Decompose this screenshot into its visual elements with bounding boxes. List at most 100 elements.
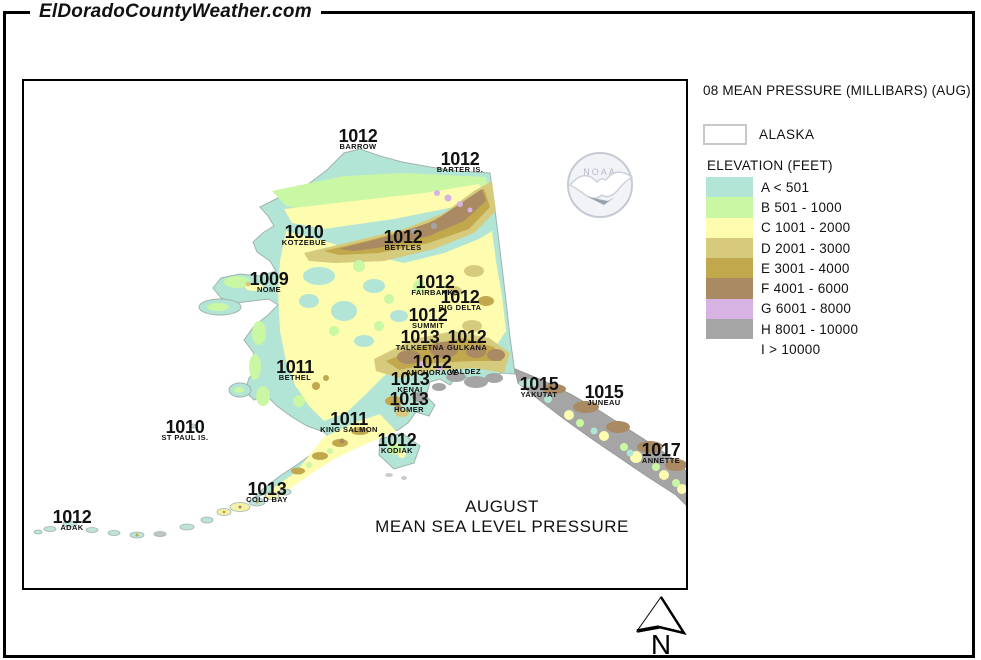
elevation-swatch <box>706 177 753 198</box>
station-name: TALKEETNA <box>395 343 445 352</box>
station-gulkana: 1012 GULKANA <box>447 328 487 352</box>
station-kodiak: 1012 KODIAK <box>377 430 417 455</box>
elevation-label: F 4001 - 6000 <box>761 281 849 297</box>
station-st-paul-is-: 1010 ST PAUL IS. <box>161 417 209 442</box>
station-barter-is-: 1012 BARTER IS. <box>436 149 484 174</box>
pressure-value: 1012 <box>338 126 378 146</box>
station-cold-bay: 1013 COLD BAY <box>246 479 288 504</box>
noaa-bird-icon <box>568 171 634 199</box>
north-arrow-base-edge <box>636 625 660 633</box>
station-name: BETTLES <box>384 243 422 252</box>
pressure-value: 1013 <box>247 479 287 499</box>
station-name: SUMMIT <box>412 321 444 330</box>
brooks-range <box>304 181 496 263</box>
west-coast-lowlands <box>224 276 330 407</box>
pressure-value: 1012 <box>377 430 417 450</box>
legend-title: 08 MEAN PRESSURE (MILLIBARS) (AUG) <box>703 83 971 98</box>
map-caption-month: AUGUST <box>465 497 539 516</box>
station-name: ST PAUL IS. <box>161 433 209 442</box>
north-arrow-bold-edge <box>658 596 687 635</box>
station-name: BIG DELTA <box>438 303 482 312</box>
noaa-bird-tail <box>588 197 615 205</box>
station-kotzebue: 1010 KOTZEBUE <box>282 222 326 247</box>
elevation-swatch <box>706 197 753 218</box>
elevation-swatch <box>706 278 753 299</box>
interior-valleys <box>299 260 494 347</box>
elevation-class-row: C 1001 - 2000 <box>706 217 975 238</box>
kodiak-island <box>378 432 421 480</box>
southeast-panhandle <box>514 368 686 506</box>
north-arrow: N <box>635 596 687 658</box>
alaska-area-swatch <box>703 124 747 145</box>
legend: 08 MEAN PRESSURE (MILLIBARS) (AUG) ALASK… <box>703 83 975 360</box>
pressure-value: 1011 <box>330 409 368 429</box>
legend-area-row: ALASKA <box>703 124 975 145</box>
station-bettles: 1012 BETTLES <box>383 227 423 252</box>
station-adak: 1012 ADAK <box>52 507 92 532</box>
station-name: COLD BAY <box>246 495 288 504</box>
station-talkeetna: 1013 TALKEETNA <box>395 327 445 352</box>
station-juneau: 1015 JUNEAU <box>585 383 624 407</box>
elevation-class-row: A < 501 <box>706 177 975 198</box>
station-name: NOME <box>256 285 282 294</box>
pressure-value: 1012 <box>440 287 480 307</box>
pressure-value: 1015 <box>519 374 559 394</box>
station-name: ANNETTE <box>641 456 681 465</box>
station-barrow: 1012 BARROW <box>338 126 378 151</box>
station-kenai: 1013 KENAI <box>390 369 430 394</box>
station-name: BARTER IS. <box>436 165 484 174</box>
elevation-label: C 1001 - 2000 <box>761 220 851 236</box>
pressure-value: 1010 <box>284 222 324 242</box>
pressure-value: 1013 <box>390 369 430 389</box>
station-name: VALDEZ <box>449 367 481 376</box>
aleutian-islands <box>33 488 292 539</box>
elevation-label: G 6001 - 8000 <box>761 301 852 317</box>
elevation-swatch <box>706 258 753 279</box>
pressure-value: 1013 <box>400 327 440 347</box>
elevation-label: A < 501 <box>761 179 810 195</box>
elevation-label: D 2001 - 3000 <box>761 240 851 256</box>
pressure-value: 1013 <box>389 389 429 409</box>
station-name: BARROW <box>339 142 377 151</box>
station-yakutat: 1015 YAKUTAT <box>519 374 559 399</box>
elevation-label: I > 10000 <box>761 342 821 358</box>
station-name: JUNEAU <box>587 398 621 407</box>
station-name: HOMER <box>394 405 424 414</box>
elevation-swatch <box>706 339 753 360</box>
pressure-value: 1017 <box>641 440 681 460</box>
elevation-label: B 501 - 1000 <box>761 199 842 215</box>
elevation-class-row: F 4001 - 6000 <box>706 278 975 299</box>
pressure-value: 1012 <box>440 149 480 169</box>
elevation-class-row: H 8001 - 10000 <box>706 319 975 340</box>
station-summit: 1012 SUMMIT <box>409 306 448 330</box>
elevation-class-row: B 501 - 1000 <box>706 197 975 218</box>
station-king-salmon: 1011 KING SALMON <box>320 409 378 434</box>
alaska-map: NOAA 1012 BARROW 1012 BARTER IS. 1010 KOTZEBU… <box>22 79 688 590</box>
elevation-swatch <box>706 237 753 259</box>
noaa-logo-text: NOAA <box>583 167 617 177</box>
station-homer: 1013 HOMER <box>389 389 429 414</box>
station-valdez: VALDEZ <box>449 368 481 376</box>
site-title: ElDoradoCountyWeather.com <box>30 1 321 23</box>
station-anchorage: 1012 ANCHORAGE <box>405 353 459 377</box>
elevation-label: E 3001 - 4000 <box>761 260 850 276</box>
pressure-value: 1010 <box>165 417 205 437</box>
pressure-value: 1012 <box>52 507 92 527</box>
station-fairbanks: 1012 FAIRBANKS <box>411 273 458 297</box>
pressure-value: 1012 <box>383 227 423 247</box>
noaa-logo: NOAA <box>567 152 634 218</box>
alaska-area-label: ALASKA <box>759 127 815 142</box>
station-name: YAKUTAT <box>520 390 558 399</box>
station-nome: 1009 NOME <box>249 269 289 294</box>
pressure-value: 1009 <box>249 269 289 289</box>
elevation-class-row: G 6001 - 8000 <box>706 298 975 320</box>
station-annette: 1017 ANNETTE <box>641 440 681 465</box>
elevation-class-row: E 3001 - 4000 <box>706 258 975 279</box>
alaska-range <box>374 331 510 417</box>
station-name: KODIAK <box>381 446 413 455</box>
station-name: ANCHORAGE <box>405 368 459 377</box>
alaska-terrain-graphic: NOAA <box>33 148 686 539</box>
map-caption: AUGUST MEAN SEA LEVEL PRESSURE <box>375 497 629 537</box>
elevation-swatch <box>706 319 753 340</box>
